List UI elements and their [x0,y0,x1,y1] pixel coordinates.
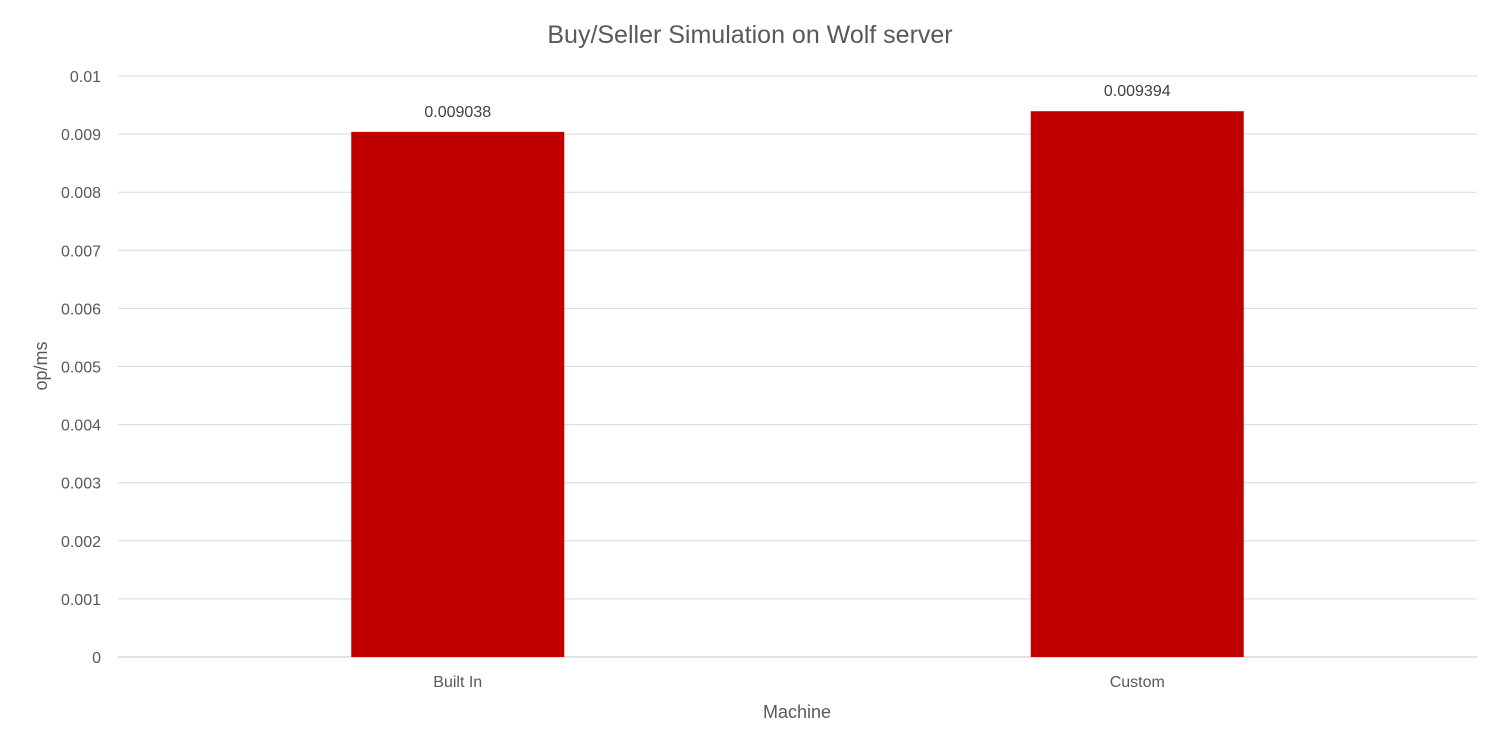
y-tick-label: 0.007 [61,243,101,260]
y-tick-label: 0.006 [61,301,101,318]
y-tick-label: 0 [92,650,101,667]
y-tick-label: 0.008 [61,185,101,202]
data-label: 0.009038 [424,104,491,121]
gridlines [118,75,1477,658]
x-tick-label: Custom [1110,674,1165,691]
chart-title: Buy/Seller Simulation on Wolf server [547,21,952,49]
bar [351,131,565,657]
x-axis-ticks: Built In Custom [433,674,1165,691]
data-label: 0.009394 [1104,83,1171,100]
y-tick-label: 0.004 [61,418,101,435]
x-tick-label: Built In [433,674,482,691]
y-tick-label: 0.002 [61,534,101,551]
x-axis-title: Machine [763,702,831,722]
y-tick-label: 0.01 [70,69,101,86]
y-tick-label: 0.003 [61,476,101,493]
y-axis-title: op/ms [31,341,51,390]
y-tick-label: 0.005 [61,360,101,377]
y-tick-label: 0.001 [61,592,101,609]
bar [1030,111,1244,657]
y-tick-label: 0.009 [61,127,101,144]
bars [351,111,1244,657]
y-axis-ticks: 0 0.001 0.002 0.003 0.004 0.005 0.006 0.007 0.00… [61,69,101,667]
data-labels: 0.009038 0.009394 [424,83,1170,121]
